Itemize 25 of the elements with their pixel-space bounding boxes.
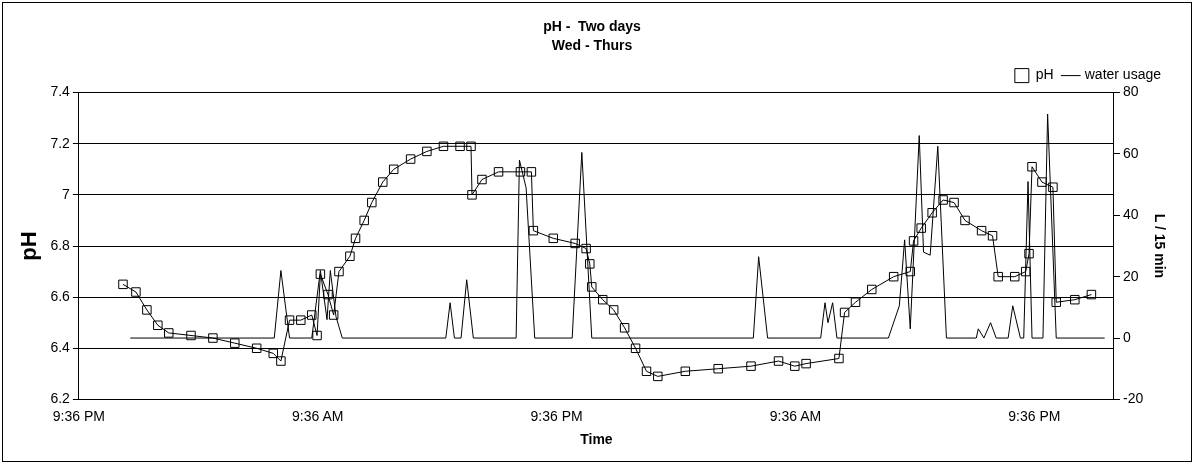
y-tick-label: 6.4: [50, 339, 71, 356]
x-tick-label: 9:36 AM: [769, 407, 822, 424]
x-axis-title: Time: [580, 431, 613, 448]
y2-axis-title: L / 15 min: [1151, 213, 1168, 279]
y2-tick-label: 0: [1122, 328, 1131, 345]
legend-label: pH: [1035, 66, 1054, 83]
y-tick-label: 7.2: [50, 134, 71, 151]
legend-label: water usage: [1083, 66, 1162, 83]
y2-tick-label: 60: [1122, 144, 1139, 161]
y2-tick-label: 20: [1122, 267, 1139, 284]
y2-tick-label: 40: [1122, 206, 1139, 223]
chart-subtitle: Wed - Thurs: [551, 37, 633, 54]
chart-title: pH - Two days: [543, 18, 642, 35]
y-tick-label: 7: [62, 185, 71, 202]
x-tick-label: 9:36 AM: [292, 407, 344, 424]
x-tick-label: 9:36 PM: [1008, 407, 1061, 424]
y-tick-label: 6.8: [50, 236, 71, 253]
x-tick-label: 9:36 PM: [52, 407, 105, 424]
y-tick-label: 6.6: [50, 287, 71, 304]
y-tick-label: 7.4: [50, 83, 71, 100]
x-tick-label: 9:36 PM: [530, 407, 583, 424]
y2-tick-label: -20: [1122, 390, 1144, 407]
y2-tick-label: 80: [1122, 83, 1139, 100]
y-tick-label: 6.2: [50, 390, 71, 407]
y-axis-title: pH: [16, 231, 42, 261]
